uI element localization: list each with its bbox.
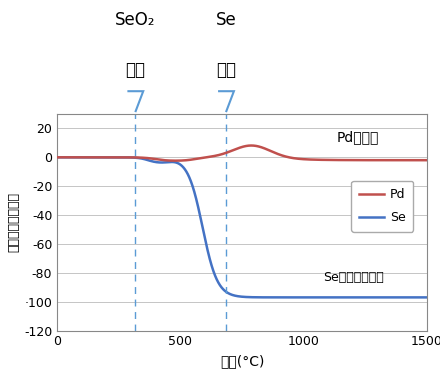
Se: [55, 155, 60, 160]
Pd: [55, 155, 60, 160]
Pd: [213, 154, 218, 158]
Y-axis label: 熱重量分析（％）: 熱重量分析（％）: [7, 192, 20, 252]
Text: SeO₂: SeO₂: [115, 11, 156, 29]
Pd: [97, 155, 102, 160]
Se: [377, 295, 382, 300]
Se: [213, 273, 218, 277]
Se: [196, 208, 202, 213]
Text: Seは完全に揮発: Seは完全に揮発: [323, 271, 384, 284]
Text: 沸点: 沸点: [125, 61, 145, 79]
Se: [119, 155, 124, 160]
Pd: [119, 155, 124, 160]
Text: Se: Se: [216, 11, 236, 29]
Text: Pdは残存: Pdは残存: [337, 130, 379, 144]
Se: [417, 295, 422, 300]
Se: [424, 295, 429, 300]
Text: 沸点: 沸点: [216, 61, 236, 79]
X-axis label: 温度(°C): 温度(°C): [220, 354, 264, 368]
Line: Se: Se: [57, 157, 427, 298]
Line: Pd: Pd: [57, 146, 427, 161]
Pd: [249, 143, 254, 148]
Legend: Pd, Se: Pd, Se: [351, 181, 413, 232]
Pd: [173, 158, 178, 163]
Pd: [424, 158, 429, 163]
Se: [97, 155, 102, 160]
Pd: [378, 158, 383, 163]
Pd: [196, 156, 202, 161]
Pd: [417, 158, 422, 163]
